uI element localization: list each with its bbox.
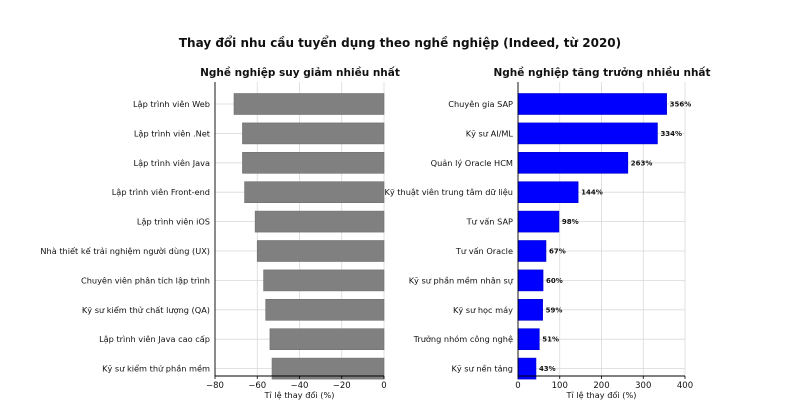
growth-x-tick-label: 200 bbox=[593, 381, 609, 391]
growth-value-label: 51% bbox=[542, 336, 559, 344]
growth-bar bbox=[517, 269, 544, 292]
growth-panel-title: Nghề nghiệp tăng trưởng nhiều nhất bbox=[493, 66, 710, 79]
growth-bar bbox=[517, 298, 543, 321]
decline-x-tick-label: −60 bbox=[248, 381, 266, 391]
decline-category-label: Lập trình viên .Net bbox=[134, 128, 211, 139]
decline-category-label: Lập trình viên Java cao cấp bbox=[99, 334, 210, 345]
decline-category-label: Kỹ sư kiểm thử chất lượng (QA) bbox=[82, 305, 210, 315]
decline-bar bbox=[271, 357, 385, 380]
growth-x-axis-label: Tỉ lệ thay đổi (%) bbox=[566, 390, 637, 400]
growth-bar bbox=[517, 181, 579, 203]
decline-bar bbox=[269, 328, 385, 351]
figure-title: Thay đổi nhu cầu tuyển dụng theo nghề ng… bbox=[178, 36, 622, 50]
growth-bar bbox=[517, 152, 629, 174]
growth-bar bbox=[517, 93, 667, 115]
growth-value-label: 67% bbox=[549, 248, 566, 256]
decline-x-axis-label: Tỉ lệ thay đổi (%) bbox=[264, 390, 335, 400]
decline-bar bbox=[265, 298, 385, 321]
growth-value-label: 98% bbox=[562, 218, 579, 226]
growth-bar bbox=[517, 122, 658, 145]
growth-value-label: 356% bbox=[670, 101, 692, 109]
decline-bar bbox=[242, 122, 385, 145]
decline-category-label: Lập trình viên Web bbox=[133, 99, 210, 110]
decline-bar bbox=[242, 152, 385, 174]
growth-category-label: Tư vấn Oracle bbox=[455, 246, 513, 256]
growth-bar bbox=[517, 210, 560, 233]
growth-x-tick-label: 400 bbox=[677, 381, 693, 391]
growth-value-label: 43% bbox=[539, 365, 556, 373]
decline-x-tick-label: 0 bbox=[381, 381, 386, 391]
growth-category-label: Kỹ sư học máy bbox=[453, 305, 513, 315]
growth-value-label: 144% bbox=[581, 189, 603, 197]
decline-x-tick-label: −80 bbox=[206, 381, 224, 391]
growth-value-label: 60% bbox=[546, 277, 563, 285]
decline-bar bbox=[233, 93, 385, 115]
growth-x-tick-label: 0 bbox=[515, 381, 520, 391]
decline-category-label: Lập trình viên iOS bbox=[137, 217, 210, 228]
growth-bar bbox=[517, 328, 540, 351]
decline-category-label: Lập trình viên Java bbox=[134, 158, 210, 169]
growth-value-label: 59% bbox=[546, 306, 563, 314]
decline-category-label: Kỹ sư kiểm thử phần mềm bbox=[102, 364, 210, 374]
growth-category-label: Kỹ thuật viên trung tâm dữ liệu bbox=[384, 187, 513, 198]
decline-x-tick-label: −20 bbox=[333, 381, 351, 391]
decline-category-label: Lập trình viên Front-end bbox=[112, 187, 210, 198]
growth-category-label: Kỹ sư nền tảng bbox=[451, 364, 513, 374]
growth-category-label: Quản lý Oracle HCM bbox=[431, 158, 513, 168]
growth-value-label: 334% bbox=[660, 130, 682, 138]
decline-panel-title: Nghề nghiệp suy giảm nhiều nhất bbox=[200, 66, 400, 79]
decline-bar bbox=[244, 181, 385, 203]
growth-bar bbox=[517, 240, 547, 262]
growth-category-label: Kỹ sư phần mềm nhân sự bbox=[409, 275, 514, 286]
decline-category-label: Chuyên viên phân tích lập trình bbox=[81, 275, 210, 286]
decline-x-tick-label: −40 bbox=[291, 381, 309, 391]
growth-value-label: 263% bbox=[631, 159, 653, 167]
growth-category-label: Tư vấn SAP bbox=[466, 217, 513, 227]
growth-x-tick-label: 100 bbox=[552, 381, 568, 391]
growth-category-label: Chuyên gia SAP bbox=[448, 99, 513, 109]
growth-x-tick-label: 300 bbox=[635, 381, 651, 391]
decline-bar bbox=[254, 210, 385, 233]
decline-bar bbox=[256, 240, 385, 262]
decline-category-label: Nhà thiết kế trải nghiệm người dùng (UX) bbox=[40, 246, 210, 256]
decline-bar bbox=[263, 269, 385, 292]
growth-category-label: Trưởng nhóm công nghệ bbox=[413, 334, 513, 344]
growth-category-label: Kỹ sư AI/ML bbox=[466, 128, 514, 138]
